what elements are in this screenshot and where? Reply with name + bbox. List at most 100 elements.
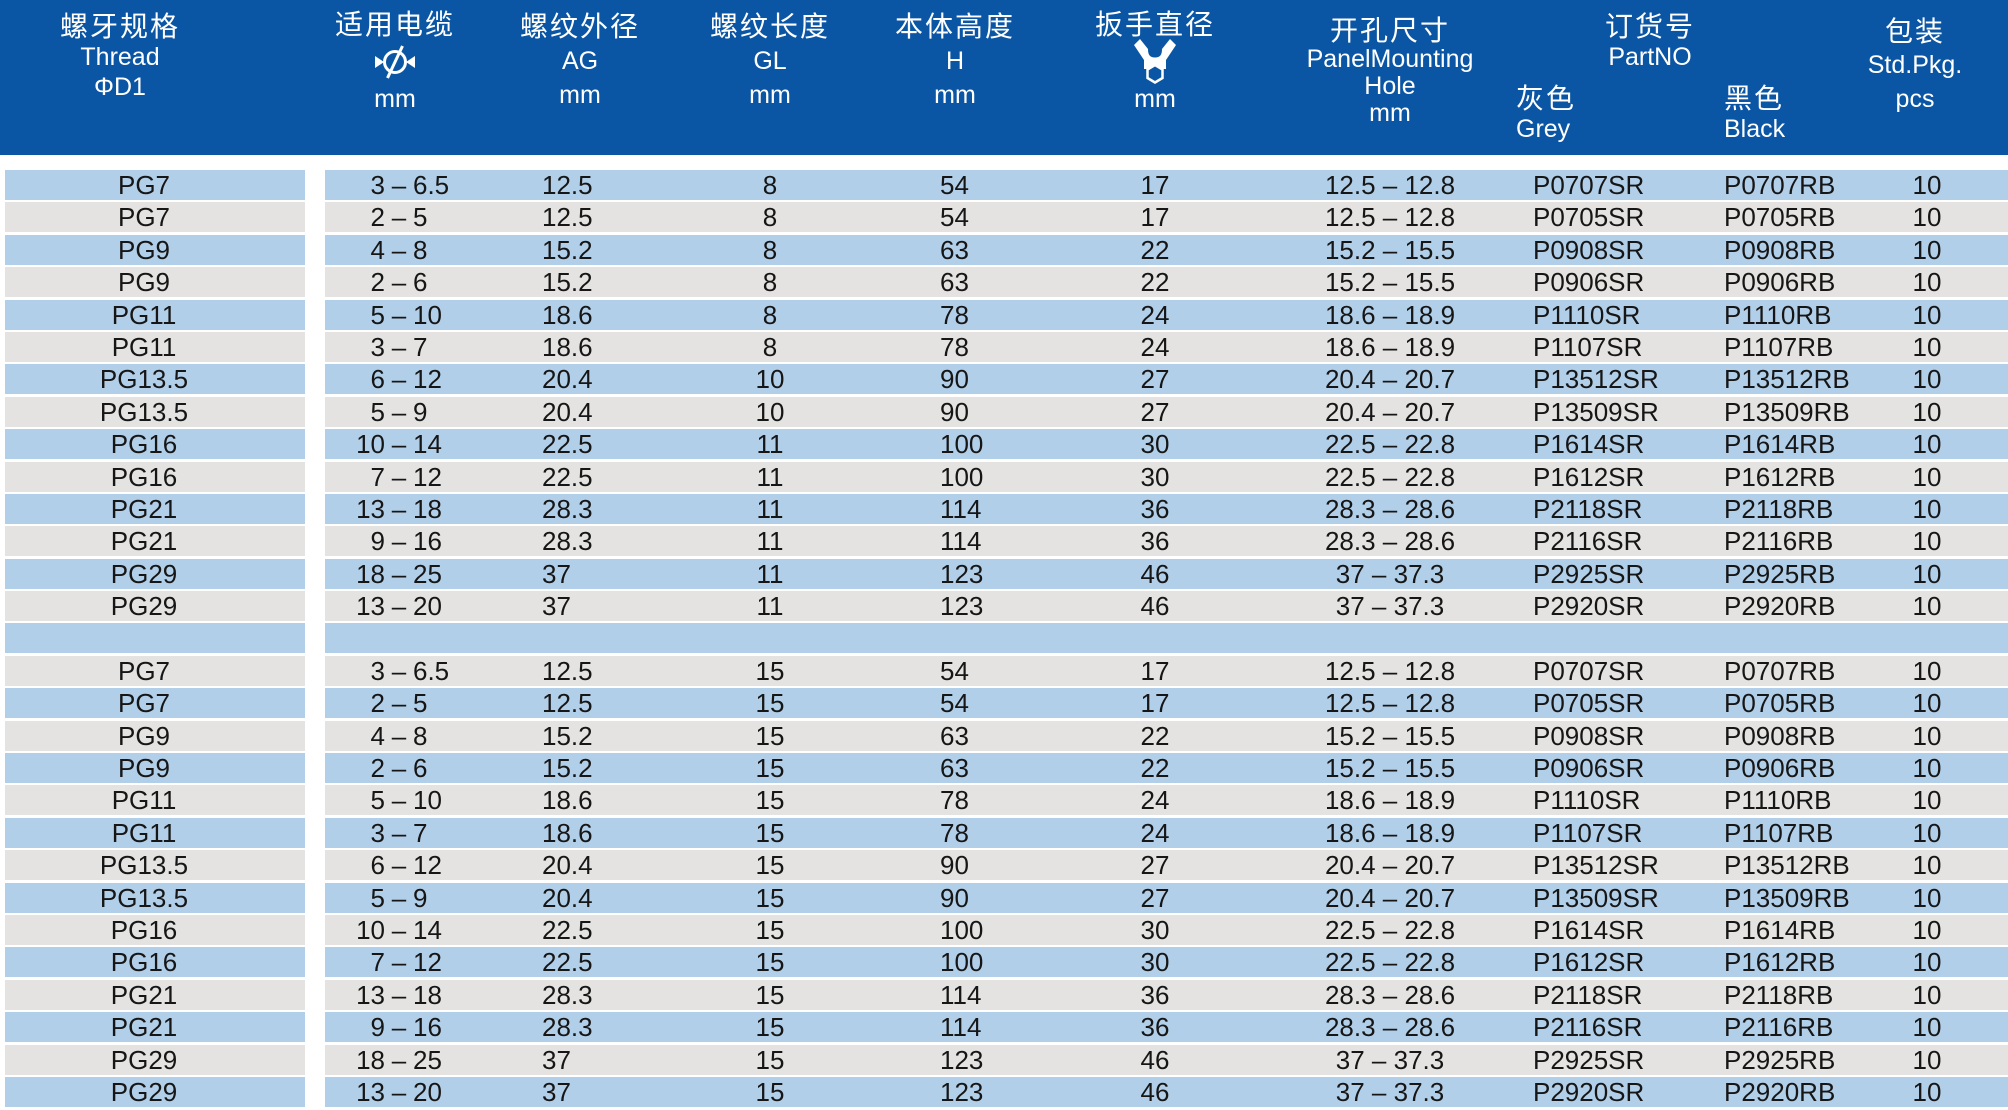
part-number-grey-cell: P1110SR	[1533, 299, 1641, 330]
thread-length-cell: 15	[755, 785, 785, 816]
header-col-thread: 螺牙规格 Thread ΦD1	[10, 12, 230, 102]
mounting-hole-cell: 37 – 37.3	[1335, 591, 1445, 622]
part-number-grey-cell: P1612SR	[1533, 461, 1645, 492]
body-height-cell	[885, 623, 1075, 653]
part-number-black-cell: P0906RB	[1724, 267, 1836, 298]
row-main-block: 3–6.5 12.5 8 54 17 12.5 – 12.8 P0707SR P…	[325, 170, 2008, 200]
thread-length-cell: 11	[756, 526, 784, 557]
wrench-size-cell: 17	[1140, 202, 1170, 233]
thread-size-cell: PG13.5	[5, 850, 305, 881]
cable-range-cell: 2–6	[370, 753, 428, 784]
thread-length-cell: 15	[755, 979, 785, 1010]
part-number-grey-cell: P1110SR	[1533, 785, 1641, 816]
row-main-block: 13–18 28.3 15 114 36 28.3 – 28.6 P2118SR…	[325, 979, 2008, 1010]
part-number-black-cell	[1717, 623, 1877, 653]
part-number-grey-cell: P2118SR	[1533, 493, 1643, 524]
table-row: PG9 4–8 15.2 8 63 22 15.2 – 15.5 P0908SR…	[0, 234, 2008, 265]
thread-length-cell: 15	[755, 655, 785, 686]
ag-label-en: AG	[561, 47, 599, 75]
row-main-block: 9–16 28.3 11 114 36 28.3 – 28.6 P2116SR …	[325, 526, 2008, 557]
part-number-black-cell: P2925RB	[1724, 558, 1836, 589]
thread-size-cell: PG29	[5, 1044, 305, 1075]
thread-od-cell	[490, 623, 655, 653]
thread-size-cell: PG13.5	[5, 396, 305, 427]
table-row: PG7 3–6.5 12.5 8 54 17 12.5 – 12.8 P0707…	[0, 170, 2008, 200]
thread-length-cell: 15	[755, 850, 785, 881]
row-main-block: 18–25 37 15 123 46 37 – 37.3 P2925SR P29…	[325, 1044, 2008, 1075]
row-main-block: 9–16 28.3 15 114 36 28.3 – 28.6 P2116SR …	[325, 1012, 2008, 1043]
thread-od-cell: 12.5	[542, 170, 593, 200]
body-height-cell: 90	[940, 882, 969, 913]
thread-length-cell: 10	[755, 364, 785, 395]
thread-length-cell: 8	[762, 202, 778, 233]
cable-range-cell: 2–5	[370, 688, 428, 719]
part-number-black-cell: P13509RB	[1724, 882, 1850, 913]
thread-length-cell: 15	[755, 1012, 785, 1043]
thread-size-cell: PG7	[5, 688, 305, 719]
h-unit: mm	[934, 81, 976, 109]
table-row: PG29 13–20 37 15 123 46 37 – 37.3 P2920S…	[0, 1076, 2008, 1107]
row-filler	[1977, 526, 2008, 556]
package-qty-cell: 10	[1912, 429, 1942, 460]
table-row: PG9 2–6 15.2 15 63 22 15.2 – 15.5 P0906S…	[0, 753, 2008, 784]
mounting-hole-cell: 12.5 – 12.8	[1324, 688, 1456, 719]
body-height-cell: 100	[940, 914, 984, 945]
package-qty-cell: 10	[1912, 914, 1942, 945]
cable-range-cell: 5–9	[370, 882, 428, 913]
body-height-cell: 114	[940, 493, 982, 524]
row-filler	[1977, 915, 2008, 945]
row-main-block: 5–10 18.6 15 78 24 18.6 – 18.9 P1110SR P…	[325, 785, 2008, 816]
part-number-grey-cell: P1107SR	[1533, 817, 1643, 848]
part-number-black-cell: P1107RB	[1724, 817, 1834, 848]
package-qty-cell: 10	[1912, 299, 1942, 330]
part-number-black-cell: P2118RB	[1724, 979, 1834, 1010]
part-number-grey-cell: P0705SR	[1533, 688, 1645, 719]
row-main-block: 2–6 15.2 15 63 22 15.2 – 15.5 P0906SR P0…	[325, 753, 2008, 784]
thread-length-cell: 15	[755, 1076, 785, 1107]
body-height-cell: 54	[940, 170, 969, 200]
part-number-grey-cell: P2118SR	[1533, 979, 1643, 1010]
mounting-hole-cell: 28.3 – 28.6	[1324, 1012, 1456, 1043]
wrench-size-cell: 17	[1140, 688, 1170, 719]
part-number-grey-cell: P1612SR	[1533, 947, 1645, 978]
wrench-size-cell: 36	[1140, 493, 1170, 524]
part-number-grey-cell: P0705SR	[1533, 202, 1645, 233]
ag-unit: mm	[559, 81, 601, 109]
thread-label-zh: 螺牙规格	[59, 11, 180, 42]
package-qty-cell: 10	[1912, 1012, 1942, 1043]
pkg-label-en: Std.Pkg.	[1867, 51, 1963, 79]
wrench-label-zh: 扳手直径	[1094, 9, 1215, 40]
cable-range-cell: 4–8	[370, 720, 428, 751]
body-height-cell: 100	[940, 947, 984, 978]
wrench-size-cell: 30	[1140, 947, 1170, 978]
thread-od-cell: 15.2	[542, 753, 593, 784]
part-number-black-cell: P2920RB	[1724, 591, 1836, 622]
row-filler	[1977, 688, 2008, 718]
header-col-cable: 适用电缆 mm	[312, 10, 478, 114]
thread-od-cell: 22.5	[542, 947, 593, 978]
part-number-grey-cell: P13509SR	[1533, 882, 1659, 913]
cable-range-cell: 3–6.5	[370, 170, 450, 200]
part-number-black-cell: P1107RB	[1724, 331, 1834, 362]
package-qty-cell: 10	[1912, 591, 1942, 622]
row-main-block: 5–9 20.4 15 90 27 20.4 – 20.7 P13509SR P…	[325, 882, 2008, 913]
body-height-cell: 63	[940, 267, 969, 298]
part-number-grey-cell: P2920SR	[1533, 1076, 1645, 1107]
table-row: PG21 9–16 28.3 15 114 36 28.3 – 28.6 P21…	[0, 1012, 2008, 1043]
body-height-cell: 90	[940, 396, 969, 427]
body-height-cell: 90	[940, 850, 969, 881]
grey-label-zh: 灰色	[1516, 83, 1577, 114]
thread-size-cell: PG21	[5, 979, 305, 1010]
part-number-grey-cell: P0707SR	[1533, 655, 1645, 686]
thread-od-cell: 12.5	[542, 202, 593, 233]
thread-od-cell: 22.5	[542, 429, 593, 460]
gl-label-zh: 螺纹长度	[709, 11, 830, 42]
wrench-unit: mm	[1134, 85, 1176, 113]
row-filler	[1977, 1012, 2008, 1042]
part-number-grey-cell: P1614SR	[1533, 429, 1645, 460]
thread-length-cell: 8	[762, 267, 778, 298]
thread-od-cell: 12.5	[542, 655, 593, 686]
thread-size-cell: PG7	[5, 170, 305, 200]
thread-length-cell: 11	[756, 558, 784, 589]
part-number-black-cell: P0908RB	[1724, 720, 1836, 751]
